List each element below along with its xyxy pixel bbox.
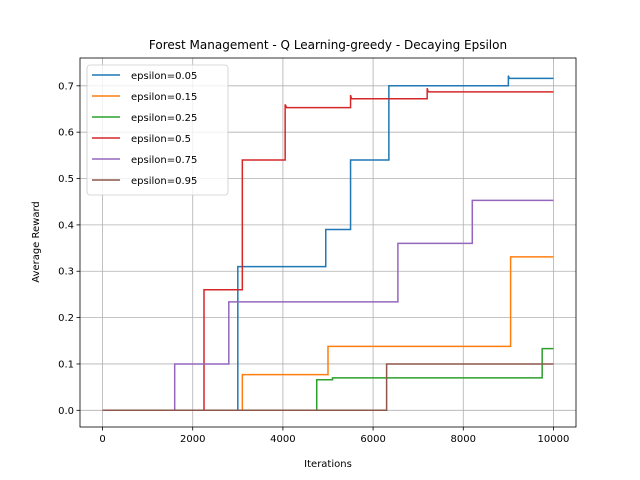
x-tick-label: 0 bbox=[99, 434, 105, 445]
y-tick-label: 0.7 bbox=[58, 81, 74, 92]
y-tick-label: 0.2 bbox=[58, 313, 74, 324]
legend-entry: epsilon=0.75 bbox=[131, 155, 197, 166]
x-tick-label: 4000 bbox=[270, 434, 295, 445]
x-tick-label: 8000 bbox=[451, 434, 476, 445]
x-axis-title: Iterations bbox=[304, 459, 352, 470]
legend-entry: epsilon=0.05 bbox=[131, 71, 197, 82]
y-tick-label: 0.0 bbox=[58, 406, 74, 417]
series-line-1 bbox=[102, 75, 554, 412]
x-tick-label: 2000 bbox=[180, 434, 205, 445]
y-tick-label: 0.1 bbox=[58, 359, 74, 370]
y-tick-label: 0.5 bbox=[58, 174, 74, 185]
series-line-5 bbox=[102, 199, 554, 412]
x-tick-label: 6000 bbox=[360, 434, 385, 445]
legend-box bbox=[86, 64, 229, 196]
axis-ticks: 0 2000 4000 6000 8000 10000 0.0 0.1 0.2 0.3 0.4 0.5… bbox=[58, 81, 569, 445]
legend-entry: epsilon=0.25 bbox=[131, 113, 197, 124]
legend-entry: epsilon=0.95 bbox=[131, 176, 197, 187]
y-axis-title: Average Reward bbox=[31, 201, 42, 282]
y-tick-label: 0.4 bbox=[58, 220, 74, 231]
y-tick-label: 0.3 bbox=[58, 267, 74, 278]
legend: epsilon=0.05 epsilon=0.15 epsilon=0.25 epsi… bbox=[86, 64, 229, 196]
x-tick-label: 10000 bbox=[538, 434, 570, 445]
series-line-6 bbox=[102, 363, 554, 412]
series-line-4 bbox=[102, 87, 554, 412]
series-line-3 bbox=[102, 347, 554, 412]
y-tick-label: 0.6 bbox=[58, 128, 74, 139]
plot-frame bbox=[79, 57, 577, 428]
chart-title: Forest Management - Q Learning-greedy - … bbox=[149, 38, 507, 52]
series-lines bbox=[102, 75, 554, 412]
series-line-2 bbox=[102, 256, 554, 412]
legend-entry: epsilon=0.5 bbox=[131, 134, 191, 145]
legend-entry: epsilon=0.15 bbox=[131, 92, 197, 103]
